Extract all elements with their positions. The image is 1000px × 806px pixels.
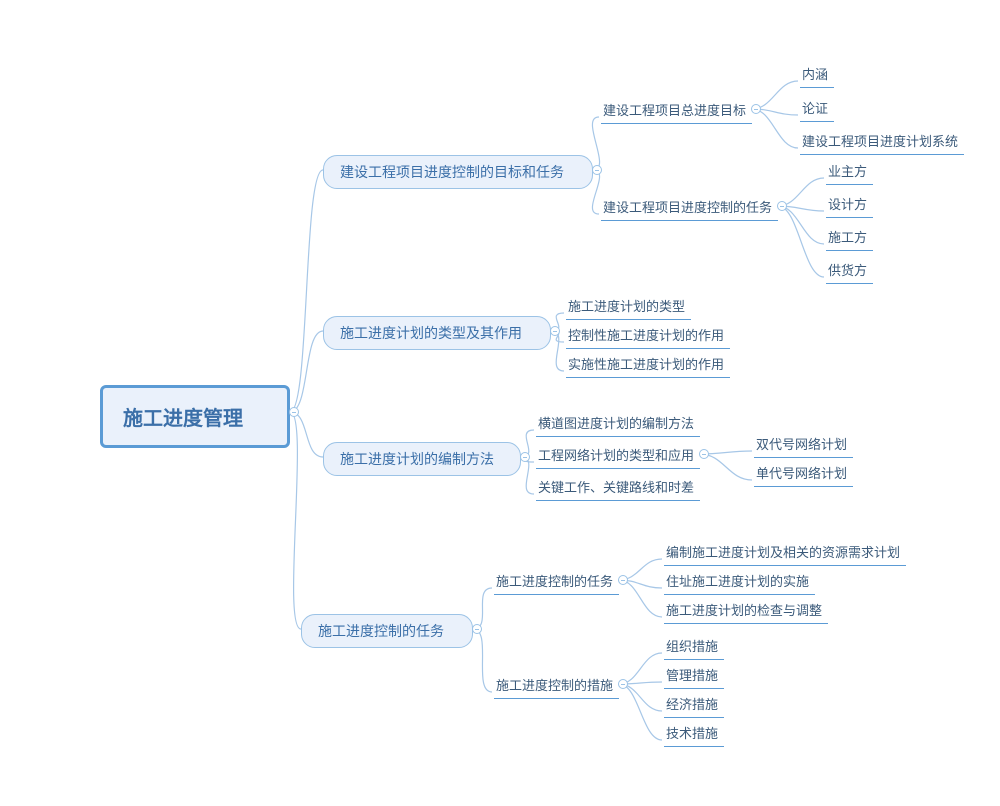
expand-toggle-icon[interactable]: [618, 575, 628, 585]
expand-toggle-icon[interactable]: [592, 165, 602, 175]
node-label: 施工方: [828, 230, 867, 245]
node-label: 施工进度计划的编制方法: [340, 451, 494, 467]
edge: [619, 684, 662, 740]
node-label: 设计方: [828, 197, 867, 212]
node-label: 施工进度计划的类型: [568, 299, 685, 314]
node-b3b2: 单代号网络计划: [754, 461, 853, 487]
expand-toggle-icon[interactable]: [618, 679, 628, 689]
edge: [290, 170, 323, 412]
edge: [290, 412, 323, 457]
node-label: 编制施工进度计划及相关的资源需求计划: [666, 545, 900, 560]
expand-toggle-icon[interactable]: [777, 201, 787, 211]
node-b2c: 实施性施工进度计划的作用: [566, 352, 730, 378]
edge: [752, 109, 798, 148]
expand-toggle-icon[interactable]: [472, 624, 482, 634]
node-label: 建设工程项目进度控制的任务: [603, 200, 772, 215]
node-b4b4: 技术措施: [664, 721, 724, 747]
edge: [290, 331, 323, 412]
node-b4: 施工进度控制的任务: [301, 614, 473, 648]
node-b1b: 建设工程项目进度控制的任务: [601, 195, 778, 221]
node-label: 工程网络计划的类型和应用: [538, 448, 694, 463]
node-b4a: 施工进度控制的任务: [494, 569, 619, 595]
node-label: 关键工作、关键路线和时差: [538, 480, 694, 495]
edge: [473, 629, 492, 692]
node-label: 施工进度控制的任务: [496, 574, 613, 589]
node-b4a3: 施工进度计划的检查与调整: [664, 598, 828, 624]
edge: [700, 454, 752, 480]
node-label: 横道图进度计划的编制方法: [538, 416, 694, 431]
node-b1b2: 设计方: [826, 192, 873, 218]
edge: [619, 580, 662, 617]
expand-toggle-icon[interactable]: [289, 407, 299, 417]
node-b1a1: 内涵: [800, 62, 834, 88]
expand-toggle-icon[interactable]: [751, 104, 761, 114]
edge: [473, 588, 492, 629]
node-label: 施工进度控制的措施: [496, 678, 613, 693]
node-b3c: 关键工作、关键路线和时差: [536, 475, 700, 501]
node-b3b: 工程网络计划的类型和应用: [536, 443, 700, 469]
node-b3b1: 双代号网络计划: [754, 432, 853, 458]
node-label: 施工进度计划的类型及其作用: [340, 325, 522, 341]
node-b1b3: 施工方: [826, 225, 873, 251]
expand-toggle-icon[interactable]: [699, 449, 709, 459]
node-b1b4: 供货方: [826, 258, 873, 284]
node-b1: 建设工程项目进度控制的目标和任务: [323, 155, 593, 189]
node-label: 建设工程项目总进度目标: [603, 103, 746, 118]
mindmap-stage: 施工进度管理建设工程项目进度控制的目标和任务施工进度计划的类型及其作用施工进度计…: [0, 0, 1000, 806]
edge: [778, 206, 824, 244]
node-label: 经济措施: [666, 697, 718, 712]
edge: [592, 117, 599, 170]
node-label: 实施性施工进度计划的作用: [568, 357, 724, 372]
node-label: 论证: [802, 101, 828, 116]
node-b2a: 施工进度计划的类型: [566, 294, 691, 320]
node-label: 单代号网络计划: [756, 466, 847, 481]
edge: [592, 170, 599, 214]
edge: [551, 331, 564, 371]
node-label: 技术措施: [666, 726, 718, 741]
node-label: 施工进度控制的任务: [318, 623, 444, 639]
node-b1a3: 建设工程项目进度计划系统: [800, 129, 964, 155]
node-label: 组织措施: [666, 639, 718, 654]
node-label: 施工进度管理: [123, 408, 243, 430]
node-label: 管理措施: [666, 668, 718, 683]
node-b4b3: 经济措施: [664, 692, 724, 718]
node-b4a2: 住址施工进度计划的实施: [664, 569, 815, 595]
node-label: 施工进度计划的检查与调整: [666, 603, 822, 618]
expand-toggle-icon[interactable]: [550, 326, 560, 336]
node-b2b: 控制性施工进度计划的作用: [566, 323, 730, 349]
node-label: 控制性施工进度计划的作用: [568, 328, 724, 343]
node-b4a1: 编制施工进度计划及相关的资源需求计划: [664, 540, 906, 566]
node-b1b1: 业主方: [826, 159, 873, 185]
node-b4b1: 组织措施: [664, 634, 724, 660]
edge: [778, 206, 824, 277]
node-label: 住址施工进度计划的实施: [666, 574, 809, 589]
node-label: 业主方: [828, 164, 867, 179]
node-label: 供货方: [828, 263, 867, 278]
edge: [290, 412, 301, 629]
node-b4b2: 管理措施: [664, 663, 724, 689]
node-label: 建设工程项目进度计划系统: [802, 134, 958, 149]
node-label: 双代号网络计划: [756, 437, 847, 452]
node-root: 施工进度管理: [100, 385, 290, 448]
node-label: 内涵: [802, 67, 828, 82]
edge: [521, 457, 534, 494]
node-b4b: 施工进度控制的措施: [494, 673, 619, 699]
node-label: 建设工程项目进度控制的目标和任务: [340, 164, 564, 180]
expand-toggle-icon[interactable]: [520, 452, 530, 462]
node-b2: 施工进度计划的类型及其作用: [323, 316, 551, 350]
node-b1a2: 论证: [800, 96, 834, 122]
node-b3a: 横道图进度计划的编制方法: [536, 411, 700, 437]
node-b3: 施工进度计划的编制方法: [323, 442, 521, 476]
node-b1a: 建设工程项目总进度目标: [601, 98, 752, 124]
